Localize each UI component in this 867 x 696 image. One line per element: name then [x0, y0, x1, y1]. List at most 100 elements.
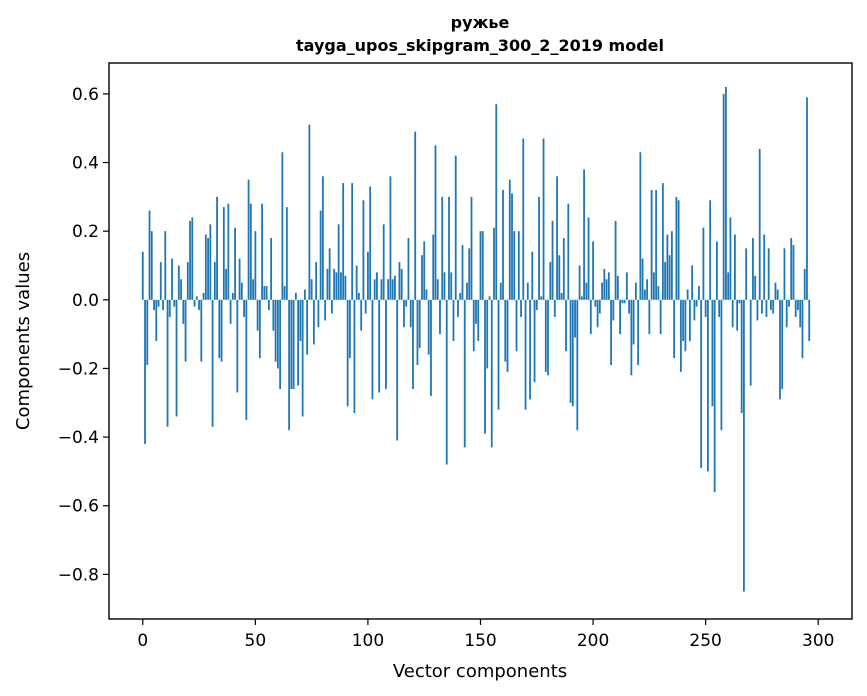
- bar: [571, 299, 574, 407]
- bar: [439, 299, 441, 335]
- bar: [331, 299, 333, 314]
- bar: [668, 255, 671, 300]
- bar: [234, 227, 236, 300]
- bar: [162, 299, 164, 311]
- bar: [679, 299, 682, 372]
- bar: [592, 241, 594, 300]
- bar: [754, 275, 757, 300]
- bar: [799, 299, 802, 328]
- bar: [551, 220, 554, 300]
- bar: [249, 203, 252, 300]
- bar: [470, 196, 473, 300]
- bar: [216, 196, 218, 300]
- bar: [306, 299, 309, 355]
- bar: [664, 262, 667, 300]
- bar: [605, 279, 608, 300]
- bar: [371, 299, 374, 400]
- bar: [756, 299, 759, 321]
- bar: [788, 299, 790, 307]
- bar: [495, 104, 498, 300]
- bar: [594, 299, 597, 307]
- bar: [279, 299, 282, 390]
- bar: [580, 296, 583, 300]
- bar: [655, 189, 658, 300]
- bar: [661, 183, 664, 300]
- y-tick-label: −0.8: [58, 565, 99, 585]
- bar: [538, 196, 540, 300]
- bar: [157, 299, 160, 307]
- plot-area-frame: [108, 62, 853, 620]
- bar: [675, 196, 678, 300]
- bar: [707, 299, 709, 472]
- bar: [231, 292, 234, 300]
- bar: [236, 299, 239, 393]
- x-axis-label: Vector components: [393, 661, 567, 682]
- bar: [443, 272, 446, 300]
- bar: [522, 138, 525, 300]
- bar: [574, 299, 576, 338]
- bar: [673, 299, 676, 359]
- bar: [258, 299, 261, 359]
- bar: [303, 289, 306, 300]
- bar: [709, 200, 712, 300]
- bar: [727, 272, 730, 300]
- bar: [321, 176, 324, 300]
- bar: [171, 258, 173, 300]
- bar: [457, 299, 459, 317]
- y-tick-label: −0.2: [58, 359, 99, 379]
- bar: [688, 299, 691, 341]
- bar: [652, 272, 655, 300]
- bar: [504, 299, 507, 362]
- bar: [225, 268, 227, 300]
- bar: [578, 265, 581, 300]
- bar: [569, 299, 572, 403]
- bar: [513, 231, 516, 300]
- bar: [387, 279, 390, 300]
- bar: [150, 231, 153, 300]
- x-tick-label: 0: [137, 631, 148, 651]
- bar: [423, 241, 426, 300]
- bar: [240, 282, 243, 300]
- bar: [535, 299, 538, 311]
- bar: [648, 299, 651, 335]
- bar: [803, 268, 806, 300]
- bar: [497, 299, 500, 410]
- bar: [213, 262, 216, 300]
- bar: [166, 299, 169, 427]
- bar: [308, 124, 311, 300]
- bar: [610, 299, 612, 366]
- y-axis-label: Components values: [13, 252, 34, 430]
- bar: [540, 296, 543, 300]
- bar: [562, 238, 565, 300]
- bar: [596, 299, 599, 328]
- bar: [792, 244, 795, 300]
- bar: [731, 299, 734, 328]
- bar: [729, 217, 732, 300]
- bar: [209, 224, 212, 300]
- bar: [646, 279, 649, 300]
- bar: [385, 299, 387, 390]
- bar: [718, 299, 721, 317]
- bar: [475, 299, 477, 324]
- x-axis-ticks: 0 50 100 150 200 250 300: [137, 619, 834, 651]
- bar: [144, 299, 146, 444]
- bar: [445, 299, 448, 465]
- bar: [583, 169, 585, 300]
- bar: [191, 217, 194, 300]
- bar: [643, 289, 646, 300]
- bar: [301, 299, 304, 417]
- bar: [373, 279, 376, 300]
- x-tick-label: 100: [352, 631, 384, 651]
- bar: [607, 272, 610, 300]
- y-axis-ticks: −0.8 −0.6 −0.4 −0.2 0.0 0.2 0.4 0.6: [58, 85, 109, 585]
- bar: [186, 262, 189, 300]
- bar: [556, 176, 558, 300]
- bar: [511, 193, 513, 300]
- bar: [547, 299, 549, 376]
- bar: [441, 196, 444, 300]
- bar: [520, 299, 522, 317]
- bar: [204, 234, 207, 300]
- bar: [168, 299, 171, 317]
- bar: [340, 272, 342, 300]
